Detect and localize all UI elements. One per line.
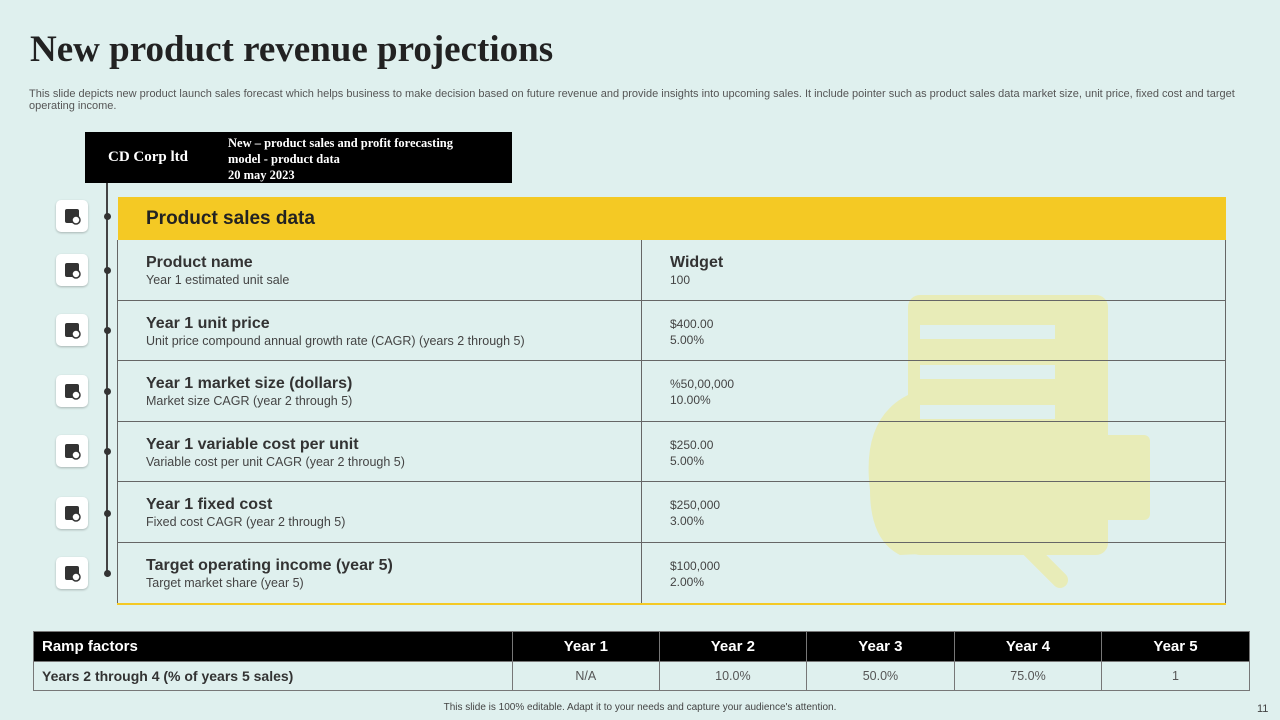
row-sublabel: Variable cost per unit CAGR (year 2 thro… — [146, 454, 405, 469]
company-line: 20 may 2023 — [228, 168, 295, 182]
icon — [56, 435, 88, 467]
watermark: $ — [868, 295, 1150, 588]
table-cell: Years 2 through 4 (% of years 5 sales) — [33, 661, 513, 691]
company-info: New – product sales and profit forecasti… — [228, 135, 453, 183]
company-line: New – product sales and profit forecasti… — [228, 136, 453, 150]
row-subvalue: 10.00% — [670, 393, 711, 408]
table-cell: 50.0% — [805, 661, 955, 691]
column-divider — [641, 543, 642, 603]
row-label: Year 1 fixed cost — [146, 496, 273, 514]
column-header: Year 3 — [805, 631, 955, 662]
ramp-table: Ramp factors Year 1 Year 2 Year 3 Year 4 Year… — [33, 631, 1250, 691]
icon — [56, 497, 88, 529]
table-header: Product sales data — [118, 197, 1226, 240]
icon-glyph — [65, 263, 81, 279]
row-subvalue: 3.00% — [670, 514, 705, 529]
icon — [56, 314, 88, 346]
row-value: $250,000 — [670, 498, 721, 513]
page-number: 11 — [1257, 703, 1269, 715]
icon-glyph — [65, 506, 81, 522]
icon-glyph — [65, 209, 81, 225]
description: This slide depicts new product launch sa… — [29, 88, 1235, 112]
timeline-dot — [104, 569, 111, 577]
row-subvalue: 2.00% — [670, 575, 705, 589]
table-cell: N/A — [511, 661, 660, 691]
table-row: Year 1 unit price Unit price compound ann… — [117, 300, 1226, 362]
row-label: Target operating income (year 5) — [146, 557, 393, 574]
title: New product revenue projections — [30, 29, 554, 70]
company-box: CD Corp ltd New – product sales and prof… — [85, 132, 512, 183]
footer: This slide is 100% editable. Adapt it to… — [443, 702, 837, 713]
row-value: $100,000 — [670, 559, 721, 573]
company-name: CD Corp ltd — [108, 149, 189, 165]
icon — [56, 254, 88, 286]
row-subvalue: 5.00% — [670, 332, 705, 347]
table-row: Years 2 through 4 (% of years 5 sales) N/… — [33, 661, 1250, 691]
column-header: Year 1 — [511, 631, 660, 662]
icon-glyph — [65, 566, 81, 582]
column-header: Year 4 — [953, 631, 1103, 662]
row-value: $250.00 — [670, 437, 714, 452]
svg-text:$: $ — [973, 481, 997, 530]
timeline-dot — [104, 266, 111, 274]
row-value: %50,00,000 — [670, 377, 735, 392]
row-value: $400.00 — [670, 316, 714, 331]
row-sublabel: Target market share (year 5) — [146, 576, 304, 590]
row-value: Widget — [670, 254, 724, 271]
icon — [56, 375, 88, 407]
table-bottom-line — [117, 603, 1226, 605]
row-label: Product name — [146, 254, 253, 271]
column-divider — [641, 240, 642, 300]
icon-glyph — [65, 444, 81, 460]
row-sublabel: Fixed cost CAGR (year 2 through 5) — [146, 515, 346, 530]
column-divider — [641, 361, 642, 421]
table-cell: 1 — [1101, 661, 1250, 691]
column-divider — [641, 482, 642, 542]
table-row: Year 1 market size (dollars) Market size … — [117, 361, 1226, 422]
column-header: Year 2 — [658, 631, 807, 662]
timeline-dot — [104, 326, 111, 334]
row-sublabel: Market size CAGR (year 2 through 5) — [146, 394, 353, 409]
row-label: Year 1 unit price — [146, 314, 270, 332]
table-row: Target operating income (year 5) Target m… — [117, 543, 1226, 604]
row-label: Year 1 variable cost per unit — [146, 435, 359, 453]
company-line: model - product data — [228, 152, 340, 166]
timeline — [106, 183, 108, 575]
column-header: Ramp factors — [33, 631, 513, 662]
table-row: Year 1 variable cost per unit Variable co… — [117, 421, 1226, 483]
row-sublabel: Year 1 estimated unit sale — [146, 273, 290, 287]
table-row: Year 1 fixed cost Fixed cost CAGR (year 2… — [117, 482, 1226, 543]
row-subvalue: 100 — [670, 273, 691, 287]
row-subvalue: 5.00% — [670, 453, 705, 468]
timeline-dot — [104, 212, 111, 220]
timeline-dot — [104, 509, 111, 517]
table-cell: 10.0% — [658, 661, 807, 691]
column-divider — [641, 300, 642, 361]
column-divider — [641, 421, 642, 482]
icon-glyph — [65, 323, 81, 339]
row-sublabel: Unit price compound annual growth rate (… — [146, 333, 525, 348]
timeline-dot — [104, 387, 111, 395]
column-header: Year 5 — [1101, 631, 1250, 662]
icon-glyph — [65, 384, 81, 400]
row-label: Year 1 market size (dollars) — [146, 375, 353, 393]
icon — [56, 200, 88, 232]
timeline-dot — [104, 447, 111, 455]
table-cell: 75.0% — [953, 661, 1103, 691]
icon — [56, 557, 88, 589]
table-row: Product name Year 1 estimated unit sale Wi… — [117, 240, 1226, 301]
